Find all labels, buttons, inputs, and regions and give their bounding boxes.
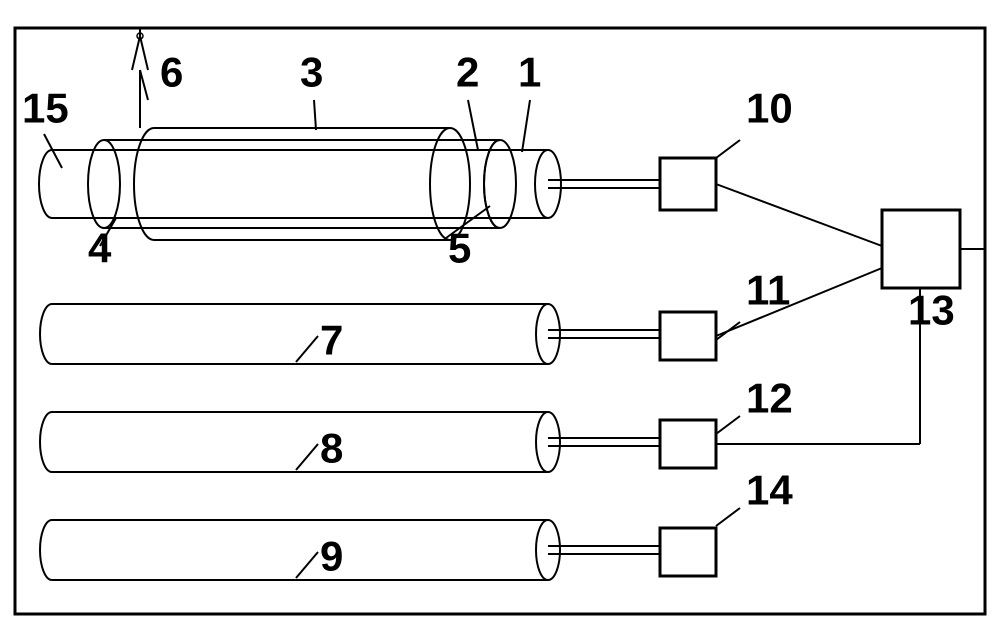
label-3: 3 [300, 48, 323, 95]
label-10: 10 [746, 84, 793, 131]
label-15: 15 [22, 84, 69, 131]
box12 [660, 420, 716, 468]
box14 [660, 528, 716, 576]
frame [15, 28, 985, 614]
label-6: 6 [160, 48, 183, 95]
label-14: 14 [746, 466, 793, 513]
box10 [660, 158, 716, 210]
label-5: 5 [448, 224, 471, 271]
label-8: 8 [320, 424, 343, 471]
label-1: 1 [518, 48, 541, 95]
label-4: 4 [88, 224, 112, 271]
label-13: 13 [908, 286, 955, 333]
label-7: 7 [320, 316, 343, 363]
label-9: 9 [320, 532, 343, 579]
label-12: 12 [746, 374, 793, 421]
label-11: 11 [746, 266, 790, 313]
box13 [882, 210, 960, 288]
box11 [660, 312, 716, 360]
label-2: 2 [456, 48, 479, 95]
diagram-canvas: 123456789101112131415 [0, 0, 1000, 629]
